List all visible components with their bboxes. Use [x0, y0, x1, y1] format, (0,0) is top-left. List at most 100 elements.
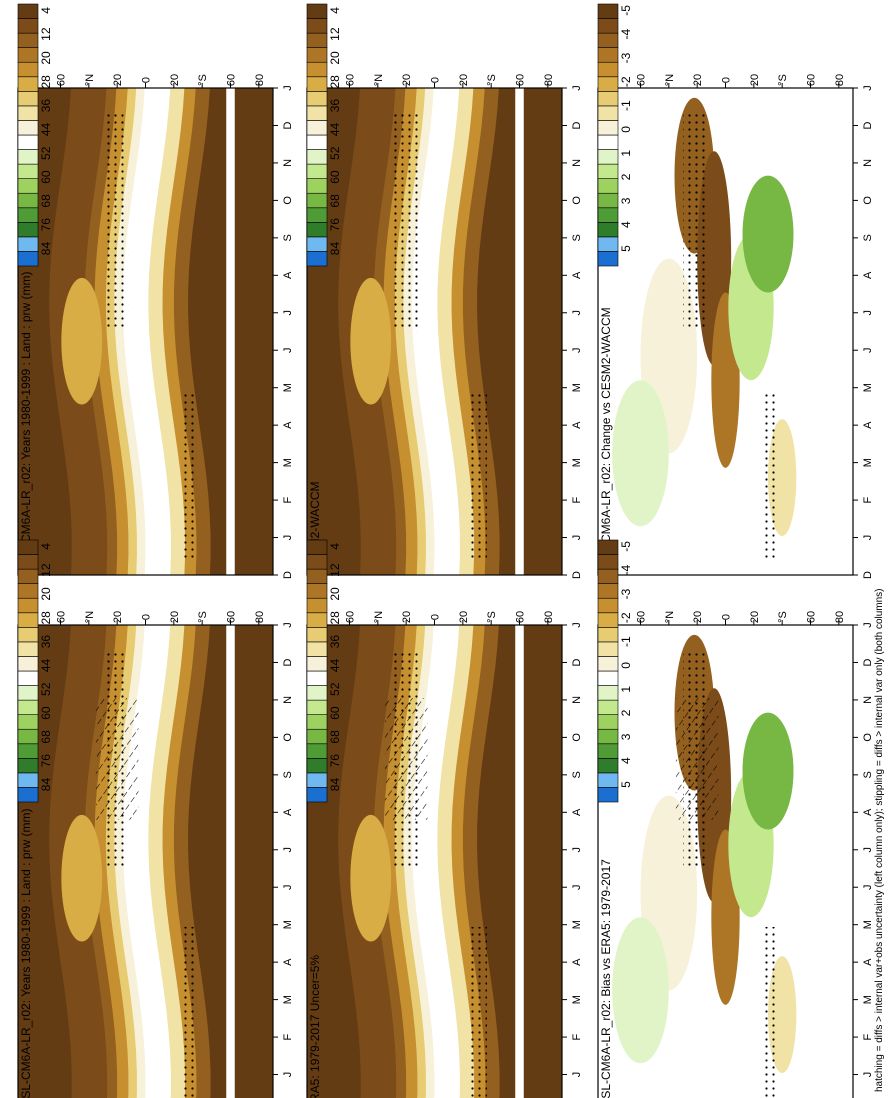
stippling-region: [469, 926, 487, 1098]
panel-title: ERA5: 1979-2017 Uncer=5%: [308, 955, 322, 1098]
lat-tick-label: 80: [834, 74, 846, 86]
lat-tick-label: 60: [636, 74, 648, 86]
month-tick-label: M: [862, 920, 874, 929]
stippling-region: [760, 926, 778, 1098]
colorbar-label: 4: [328, 543, 342, 550]
month-tick-label: A: [571, 421, 583, 429]
month-tick-label: F: [282, 1033, 294, 1040]
month-tick-label: N: [571, 159, 583, 167]
lat-tick-label: 20: [401, 74, 413, 86]
colorbar-label: 12: [328, 563, 342, 577]
colorbar-swatch: [306, 554, 328, 570]
lat-tick-label: 60: [56, 611, 68, 623]
colorbar-swatch: [597, 236, 619, 252]
colorbar-label: 60: [328, 706, 342, 720]
figure-footnote: hatching = diffs > internal var+obs unce…: [874, 588, 885, 1092]
lat-tick-label: 0: [721, 77, 733, 83]
colorbar-swatch: [306, 714, 328, 730]
lat-tick-label: 20: [458, 74, 470, 86]
colorbar-swatch: [17, 772, 39, 788]
colorbar-swatch: [17, 18, 39, 34]
month-tick-label: A: [862, 808, 874, 816]
colorbar-label: -5: [619, 541, 633, 552]
colorbar-swatch: [306, 685, 328, 701]
colorbar-label: 84: [39, 242, 53, 256]
colorbar-swatch: [597, 47, 619, 63]
month-tick-label: A: [571, 958, 583, 966]
colorbar-swatch: [597, 91, 619, 107]
colorbar-swatch: [306, 670, 328, 686]
colorbar-swatch: [17, 743, 39, 759]
colorbar-label: 84: [328, 242, 342, 256]
contour-band: [173, 625, 211, 1098]
month-tick-label: J: [282, 622, 294, 628]
contour-band: [612, 917, 669, 1064]
colorbar-label: -1: [619, 100, 633, 111]
month-tick-label: F: [282, 496, 294, 503]
month-tick-label: A: [571, 271, 583, 279]
lat-tick-label: °S: [777, 74, 789, 86]
lat-tick-label: 0: [141, 614, 153, 620]
colorbar-swatch: [597, 3, 619, 19]
contour-band: [173, 88, 211, 575]
masked-lat-band: [806, 625, 815, 1098]
colorbar-swatch: [17, 134, 39, 150]
colorbar-swatch: [597, 656, 619, 672]
month-tick-label: M: [571, 383, 583, 392]
month-tick-label: M: [282, 383, 294, 392]
month-tick-label: J: [571, 622, 583, 628]
colorbar-label: 28: [328, 611, 342, 625]
colorbar-swatch: [17, 758, 39, 774]
stippling-region: [760, 389, 778, 561]
colorbar-swatch: [306, 758, 328, 774]
stippling-region: [469, 389, 487, 561]
colorbar-label: 12: [39, 27, 53, 41]
colorbar-swatch: [17, 685, 39, 701]
colorbar-swatch: [597, 149, 619, 165]
colorbar-label: 3: [619, 733, 633, 740]
lat-tick-label: 60: [515, 611, 527, 623]
month-tick-label: D: [282, 121, 294, 129]
colorbar-label: 52: [39, 146, 53, 160]
colorbar-swatch: [306, 656, 328, 672]
month-tick-label: O: [862, 733, 874, 742]
colorbar: 84 76 68 60 52 44 36 28 20 12 4: [17, 3, 53, 267]
colorbar-swatch: [306, 787, 328, 803]
colorbar-swatch: [17, 61, 39, 78]
colorbar-swatch: [306, 47, 328, 63]
contour-band: [462, 88, 500, 575]
lat-tick-label: 20: [692, 74, 704, 86]
colorbar-swatch: [306, 3, 328, 19]
month-tick-label: S: [571, 771, 583, 778]
month-tick-label: D: [862, 121, 874, 129]
lat-tick-label: 20: [749, 74, 761, 86]
lat-tick-label: 80: [254, 611, 266, 623]
colorbar-label: 60: [328, 170, 342, 184]
month-tick-label: S: [282, 771, 294, 778]
colorbar-swatch: [597, 207, 619, 223]
colorbar-swatch: [306, 568, 328, 584]
colorbar-swatch: [17, 699, 39, 715]
colorbar-swatch: [17, 583, 39, 599]
colorbar-label: 4: [619, 757, 633, 764]
colorbar-label: 2: [619, 173, 633, 180]
colorbar-label: 36: [39, 635, 53, 649]
lat-tick-label: 20: [692, 611, 704, 623]
month-tick-label: D: [571, 658, 583, 666]
month-tick-label: O: [282, 196, 294, 205]
colorbar-label: 4: [619, 221, 633, 228]
colorbar-swatch: [17, 568, 39, 584]
colorbar-label: 20: [328, 51, 342, 65]
colorbar: 84 76 68 60 52 44 36 28 20 12 4: [306, 3, 342, 267]
colorbar-swatch: [597, 612, 619, 628]
panel-title: IPSL-CM6A-LR_r02: Change vs CESM2-WACCM: [599, 307, 613, 573]
month-tick-label: D: [571, 121, 583, 129]
month-tick-label: J: [862, 847, 874, 853]
month-tick-label: N: [862, 159, 874, 167]
month-tick-label: M: [571, 995, 583, 1004]
panel-1: 8060°N20020°S6080DJFMAMJJASONDJIPSL-CM6A…: [17, 611, 294, 1098]
lat-tick-label: 0: [141, 77, 153, 83]
lat-tick-label: 60: [56, 74, 68, 86]
